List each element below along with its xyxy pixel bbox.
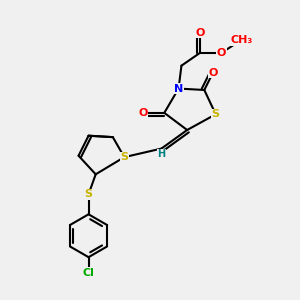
Text: O: O <box>195 28 205 38</box>
Text: Cl: Cl <box>82 268 94 278</box>
Text: S: S <box>120 152 128 162</box>
Text: CH₃: CH₃ <box>230 35 253 45</box>
Text: H: H <box>158 149 166 159</box>
Text: O: O <box>138 108 148 118</box>
Text: S: S <box>85 189 93 199</box>
Text: N: N <box>174 84 183 94</box>
Text: O: O <box>217 48 226 58</box>
Text: O: O <box>208 68 218 78</box>
Text: S: S <box>212 109 220 119</box>
